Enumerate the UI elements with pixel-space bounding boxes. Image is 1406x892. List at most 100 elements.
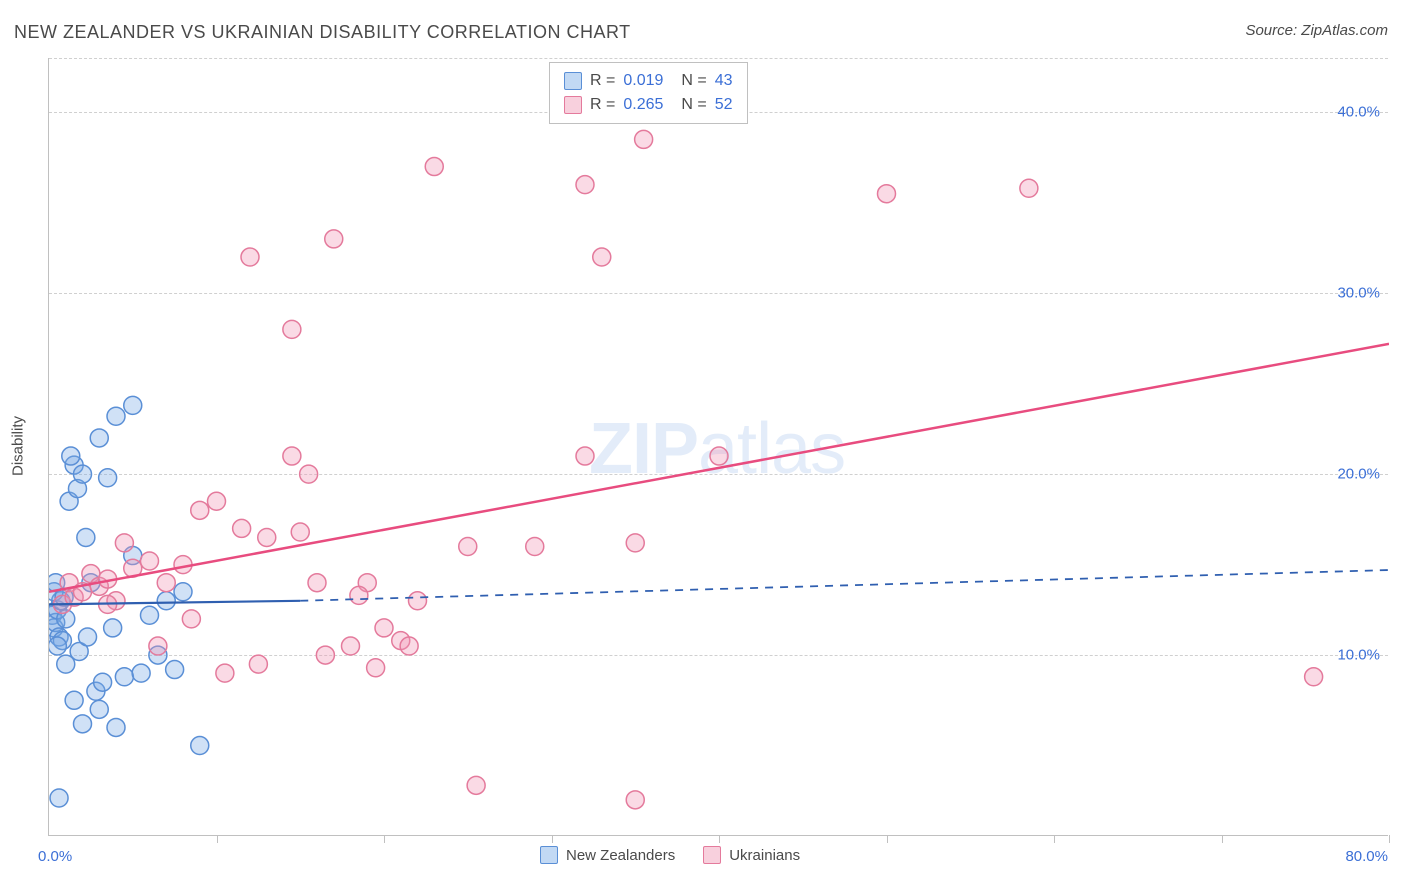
data-point xyxy=(79,628,97,646)
data-point xyxy=(149,637,167,655)
data-point xyxy=(166,661,184,679)
y-axis-label: Disability xyxy=(10,416,27,476)
x-tick xyxy=(1222,835,1223,843)
n-label: N = xyxy=(681,69,706,93)
data-point xyxy=(526,538,544,556)
data-point xyxy=(593,248,611,266)
data-point xyxy=(90,429,108,447)
r-label: R = xyxy=(590,93,615,117)
legend-swatch xyxy=(564,96,582,114)
data-point xyxy=(400,637,418,655)
data-point xyxy=(409,592,427,610)
x-tick xyxy=(1389,835,1390,843)
data-point xyxy=(367,659,385,677)
legend-swatch xyxy=(703,846,721,864)
data-point xyxy=(208,492,226,510)
data-point xyxy=(191,737,209,755)
data-point xyxy=(115,534,133,552)
stats-legend-row: R = 0.019 N = 43 xyxy=(564,69,733,93)
r-value: 0.265 xyxy=(623,93,663,117)
chart-title: NEW ZEALANDER VS UKRAINIAN DISABILITY CO… xyxy=(14,22,631,43)
series-legend: New Zealanders Ukrainians xyxy=(540,846,800,864)
trend-line-extrapolated xyxy=(300,570,1389,601)
data-point xyxy=(710,447,728,465)
data-point xyxy=(350,586,368,604)
n-label: N = xyxy=(681,93,706,117)
x-tick xyxy=(552,835,553,843)
data-point xyxy=(325,230,343,248)
data-point xyxy=(141,552,159,570)
n-value: 52 xyxy=(715,93,733,117)
data-point xyxy=(65,691,83,709)
legend-item: New Zealanders xyxy=(540,846,675,864)
n-value: 43 xyxy=(715,69,733,93)
data-point xyxy=(107,718,125,736)
legend-swatch xyxy=(564,72,582,90)
data-point xyxy=(99,469,117,487)
data-point xyxy=(50,789,68,807)
x-tick xyxy=(887,835,888,843)
data-point xyxy=(249,655,267,673)
x-tick xyxy=(217,835,218,843)
data-point xyxy=(157,592,175,610)
data-point xyxy=(216,664,234,682)
data-point xyxy=(459,538,477,556)
chart-container: NEW ZEALANDER VS UKRAINIAN DISABILITY CO… xyxy=(0,0,1406,892)
data-point xyxy=(576,176,594,194)
data-point xyxy=(104,619,122,637)
data-point xyxy=(115,668,133,686)
data-point xyxy=(1305,668,1323,686)
scatter-svg xyxy=(49,58,1389,836)
data-point xyxy=(62,447,80,465)
x-tick xyxy=(1054,835,1055,843)
data-point xyxy=(74,465,92,483)
data-point xyxy=(233,519,251,537)
data-point xyxy=(141,606,159,624)
data-point xyxy=(300,465,318,483)
data-point xyxy=(157,574,175,592)
data-point xyxy=(241,248,259,266)
legend-item: Ukrainians xyxy=(703,846,800,864)
x-tick xyxy=(719,835,720,843)
data-point xyxy=(124,396,142,414)
data-point xyxy=(316,646,334,664)
x-tick-label-min: 0.0% xyxy=(38,848,72,865)
r-label: R = xyxy=(590,69,615,93)
plot-area: ZIPatlas 10.0%20.0%30.0%40.0% R =0.019N … xyxy=(48,58,1388,836)
data-point xyxy=(375,619,393,637)
data-point xyxy=(626,791,644,809)
data-point xyxy=(308,574,326,592)
x-tick xyxy=(384,835,385,843)
r-value: 0.019 xyxy=(623,69,663,93)
legend-label: New Zealanders xyxy=(566,847,675,864)
data-point xyxy=(174,583,192,601)
data-point xyxy=(49,637,66,655)
data-point xyxy=(626,534,644,552)
data-point xyxy=(191,501,209,519)
data-point xyxy=(467,776,485,794)
data-point xyxy=(107,407,125,425)
data-point xyxy=(283,447,301,465)
data-point xyxy=(94,673,112,691)
legend-swatch xyxy=(540,846,558,864)
data-point xyxy=(342,637,360,655)
data-point xyxy=(90,700,108,718)
data-point xyxy=(77,528,95,546)
data-point xyxy=(74,715,92,733)
data-point xyxy=(635,130,653,148)
data-point xyxy=(425,158,443,176)
stats-legend: R = 0.019 N = 43 R = 0.265 N = 52 xyxy=(549,62,748,124)
data-point xyxy=(291,523,309,541)
trend-line xyxy=(49,344,1389,592)
data-point xyxy=(132,664,150,682)
stats-legend-row: R = 0.265 N = 52 xyxy=(564,93,733,117)
data-point xyxy=(258,528,276,546)
data-point xyxy=(576,447,594,465)
data-point xyxy=(878,185,896,203)
data-point xyxy=(182,610,200,628)
x-tick-label-max: 80.0% xyxy=(1345,848,1388,865)
source-attribution: Source: ZipAtlas.com xyxy=(1245,22,1388,39)
data-point xyxy=(283,320,301,338)
legend-label: Ukrainians xyxy=(729,847,800,864)
data-point xyxy=(1020,179,1038,197)
